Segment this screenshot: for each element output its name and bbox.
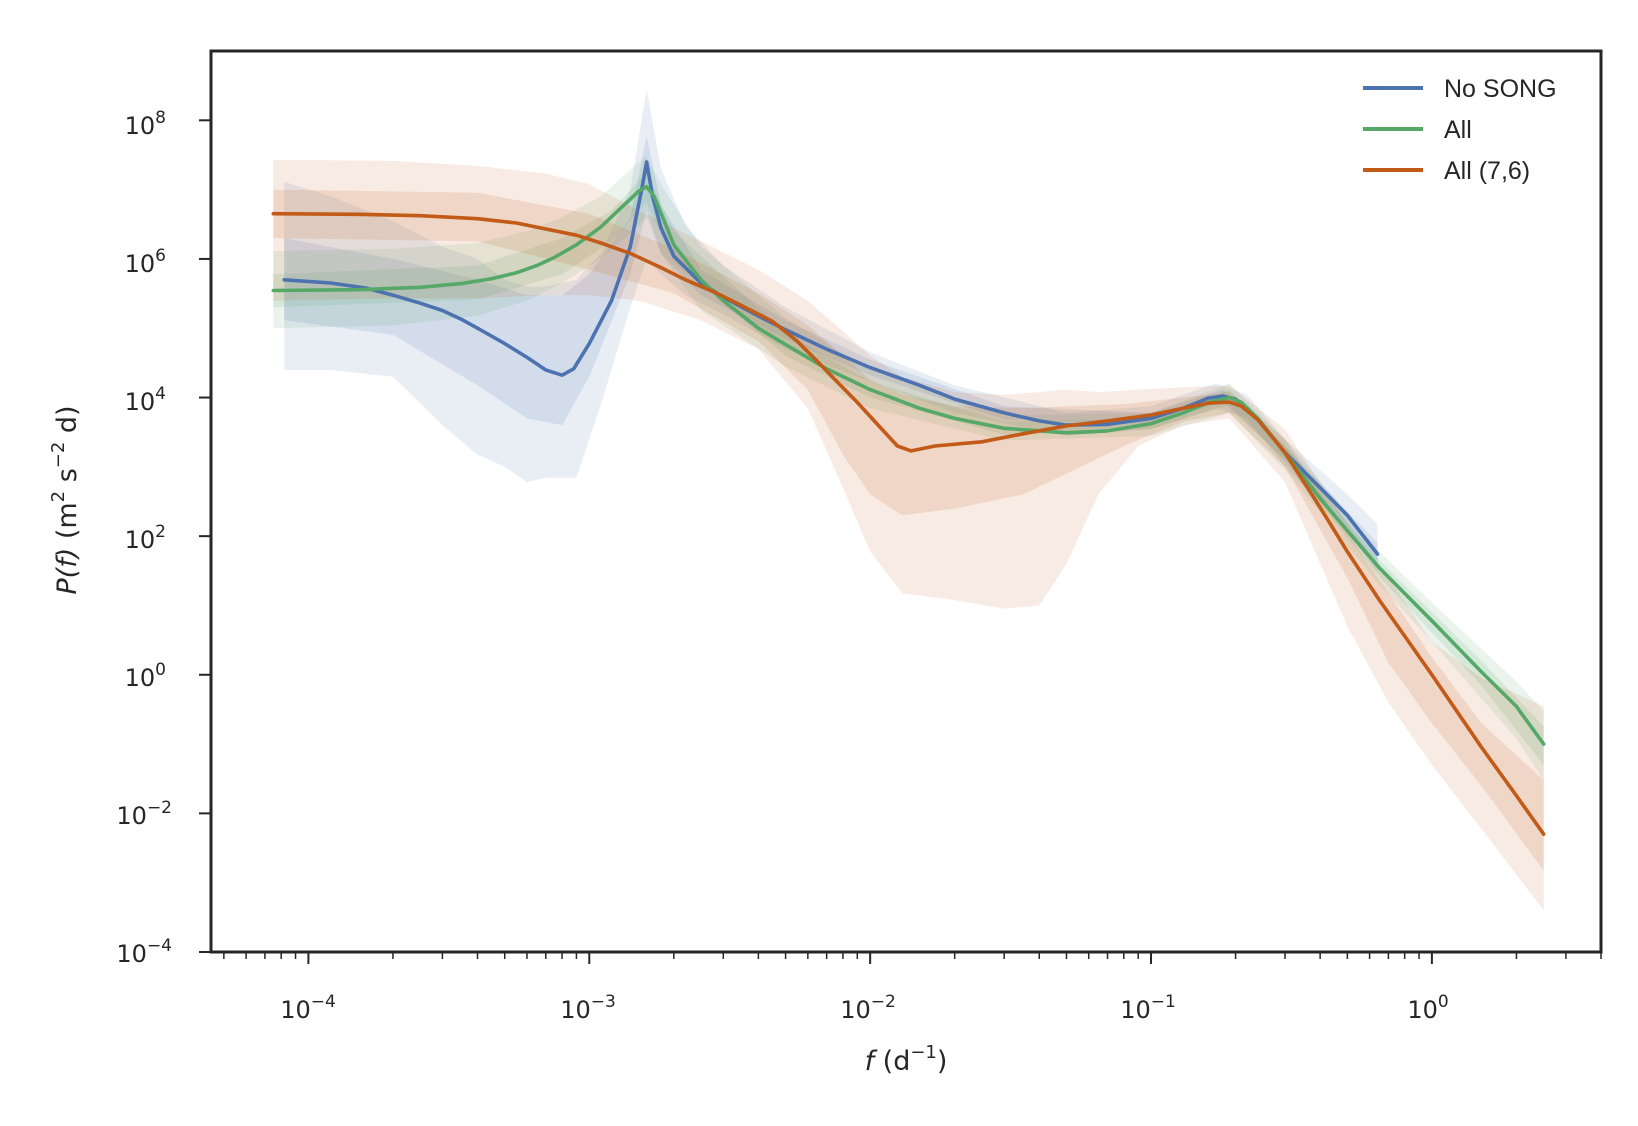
y-tick-label: 102	[125, 522, 166, 554]
x-tick-label: 10−4	[280, 992, 336, 1024]
band-outer-no-song	[284, 89, 1378, 573]
y-tick-label: 10−4	[116, 936, 172, 968]
series-line-all-7-6	[271, 211, 1546, 836]
band-outer-all-7-6	[273, 159, 1544, 911]
y-tick-label: 100	[125, 660, 166, 692]
plot-frame	[209, 49, 1603, 954]
band-outer-all	[273, 156, 1544, 781]
x-tick-label: 100	[1407, 992, 1448, 1024]
y-tick-label: 108	[125, 108, 166, 140]
legend: No SONG All All (7,6)	[1363, 75, 1557, 185]
y-tick-label: 106	[125, 246, 166, 278]
y-tick-label: 104	[125, 384, 166, 416]
x-axis-label: f (d−1)	[865, 1042, 948, 1077]
legend-label-all: All	[1444, 116, 1472, 144]
x-tick-label: 10−3	[560, 992, 616, 1024]
x-axis-ticks	[223, 952, 1602, 964]
y-tick-label: 10−2	[116, 798, 172, 830]
y-axis-label: P(f) (m2 s−2 d)	[48, 405, 83, 594]
series-lines	[271, 160, 1546, 836]
y-axis-ticks	[199, 119, 211, 953]
x-tick-label: 10−2	[840, 992, 896, 1024]
x-tick-label: 10−1	[1120, 992, 1176, 1024]
legend-label-no-song: No SONG	[1444, 75, 1557, 103]
legend-label-all-7-6: All (7,6)	[1444, 157, 1530, 185]
